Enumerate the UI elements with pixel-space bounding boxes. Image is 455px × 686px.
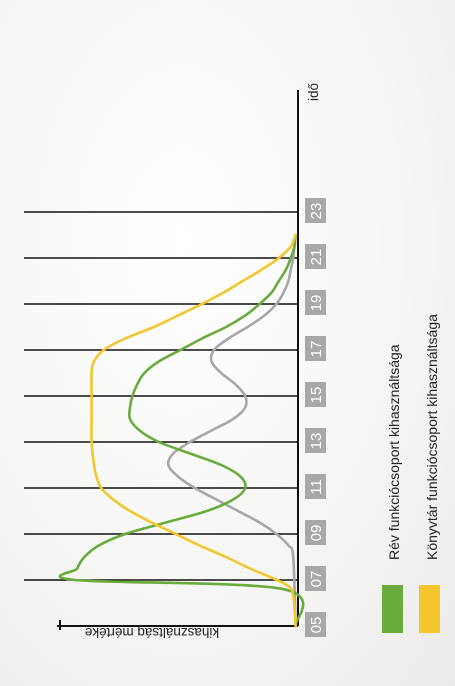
series-konyvtar-line bbox=[90, 233, 297, 628]
tick-label-07: 07 bbox=[308, 571, 325, 588]
tick-label-19: 19 bbox=[308, 295, 325, 312]
tick-box-23 bbox=[305, 198, 326, 223]
tick-box-07 bbox=[305, 566, 326, 591]
x-axis-label: idő bbox=[306, 83, 321, 101]
legend-swatch-konyvtar bbox=[419, 585, 440, 633]
tick-label-23: 23 bbox=[308, 203, 325, 220]
tick-box-11 bbox=[305, 474, 326, 499]
tick-box-17 bbox=[305, 336, 326, 361]
tick-box-15 bbox=[305, 382, 326, 407]
axes-layer bbox=[57, 90, 299, 630]
series-grey-line bbox=[166, 233, 297, 628]
tick-box-13 bbox=[305, 428, 326, 453]
tick-box-21 bbox=[305, 244, 326, 269]
tick-layer: 05 07 09 11 13 15 17 19 21 23 bbox=[305, 198, 326, 637]
tick-box-05 bbox=[305, 612, 326, 637]
tick-label-09: 09 bbox=[308, 525, 325, 542]
tick-label-13: 13 bbox=[308, 433, 325, 450]
legend: Rév funkciócsoport kihasználtsága Könyvt… bbox=[382, 314, 440, 633]
curve-layer bbox=[58, 233, 305, 628]
tick-label-21: 21 bbox=[308, 249, 325, 266]
tick-box-09 bbox=[305, 520, 326, 545]
y-axis-label: kihasználtság mértéke bbox=[85, 625, 219, 640]
tick-label-17: 17 bbox=[308, 341, 325, 358]
tick-label-11: 11 bbox=[308, 479, 325, 495]
series-rev-line bbox=[58, 233, 305, 628]
legend-label-konyvtar: Könyvtár funkciócsoport kihasználtsága bbox=[424, 314, 440, 560]
tick-label-15: 15 bbox=[308, 387, 325, 404]
tick-box-19 bbox=[305, 290, 326, 315]
tick-label-05: 05 bbox=[308, 617, 325, 634]
grid-layer bbox=[24, 211, 298, 581]
legend-label-rev: Rév funkciócsoport kihasználtsága bbox=[386, 344, 402, 560]
legend-swatch-rev bbox=[382, 585, 403, 633]
